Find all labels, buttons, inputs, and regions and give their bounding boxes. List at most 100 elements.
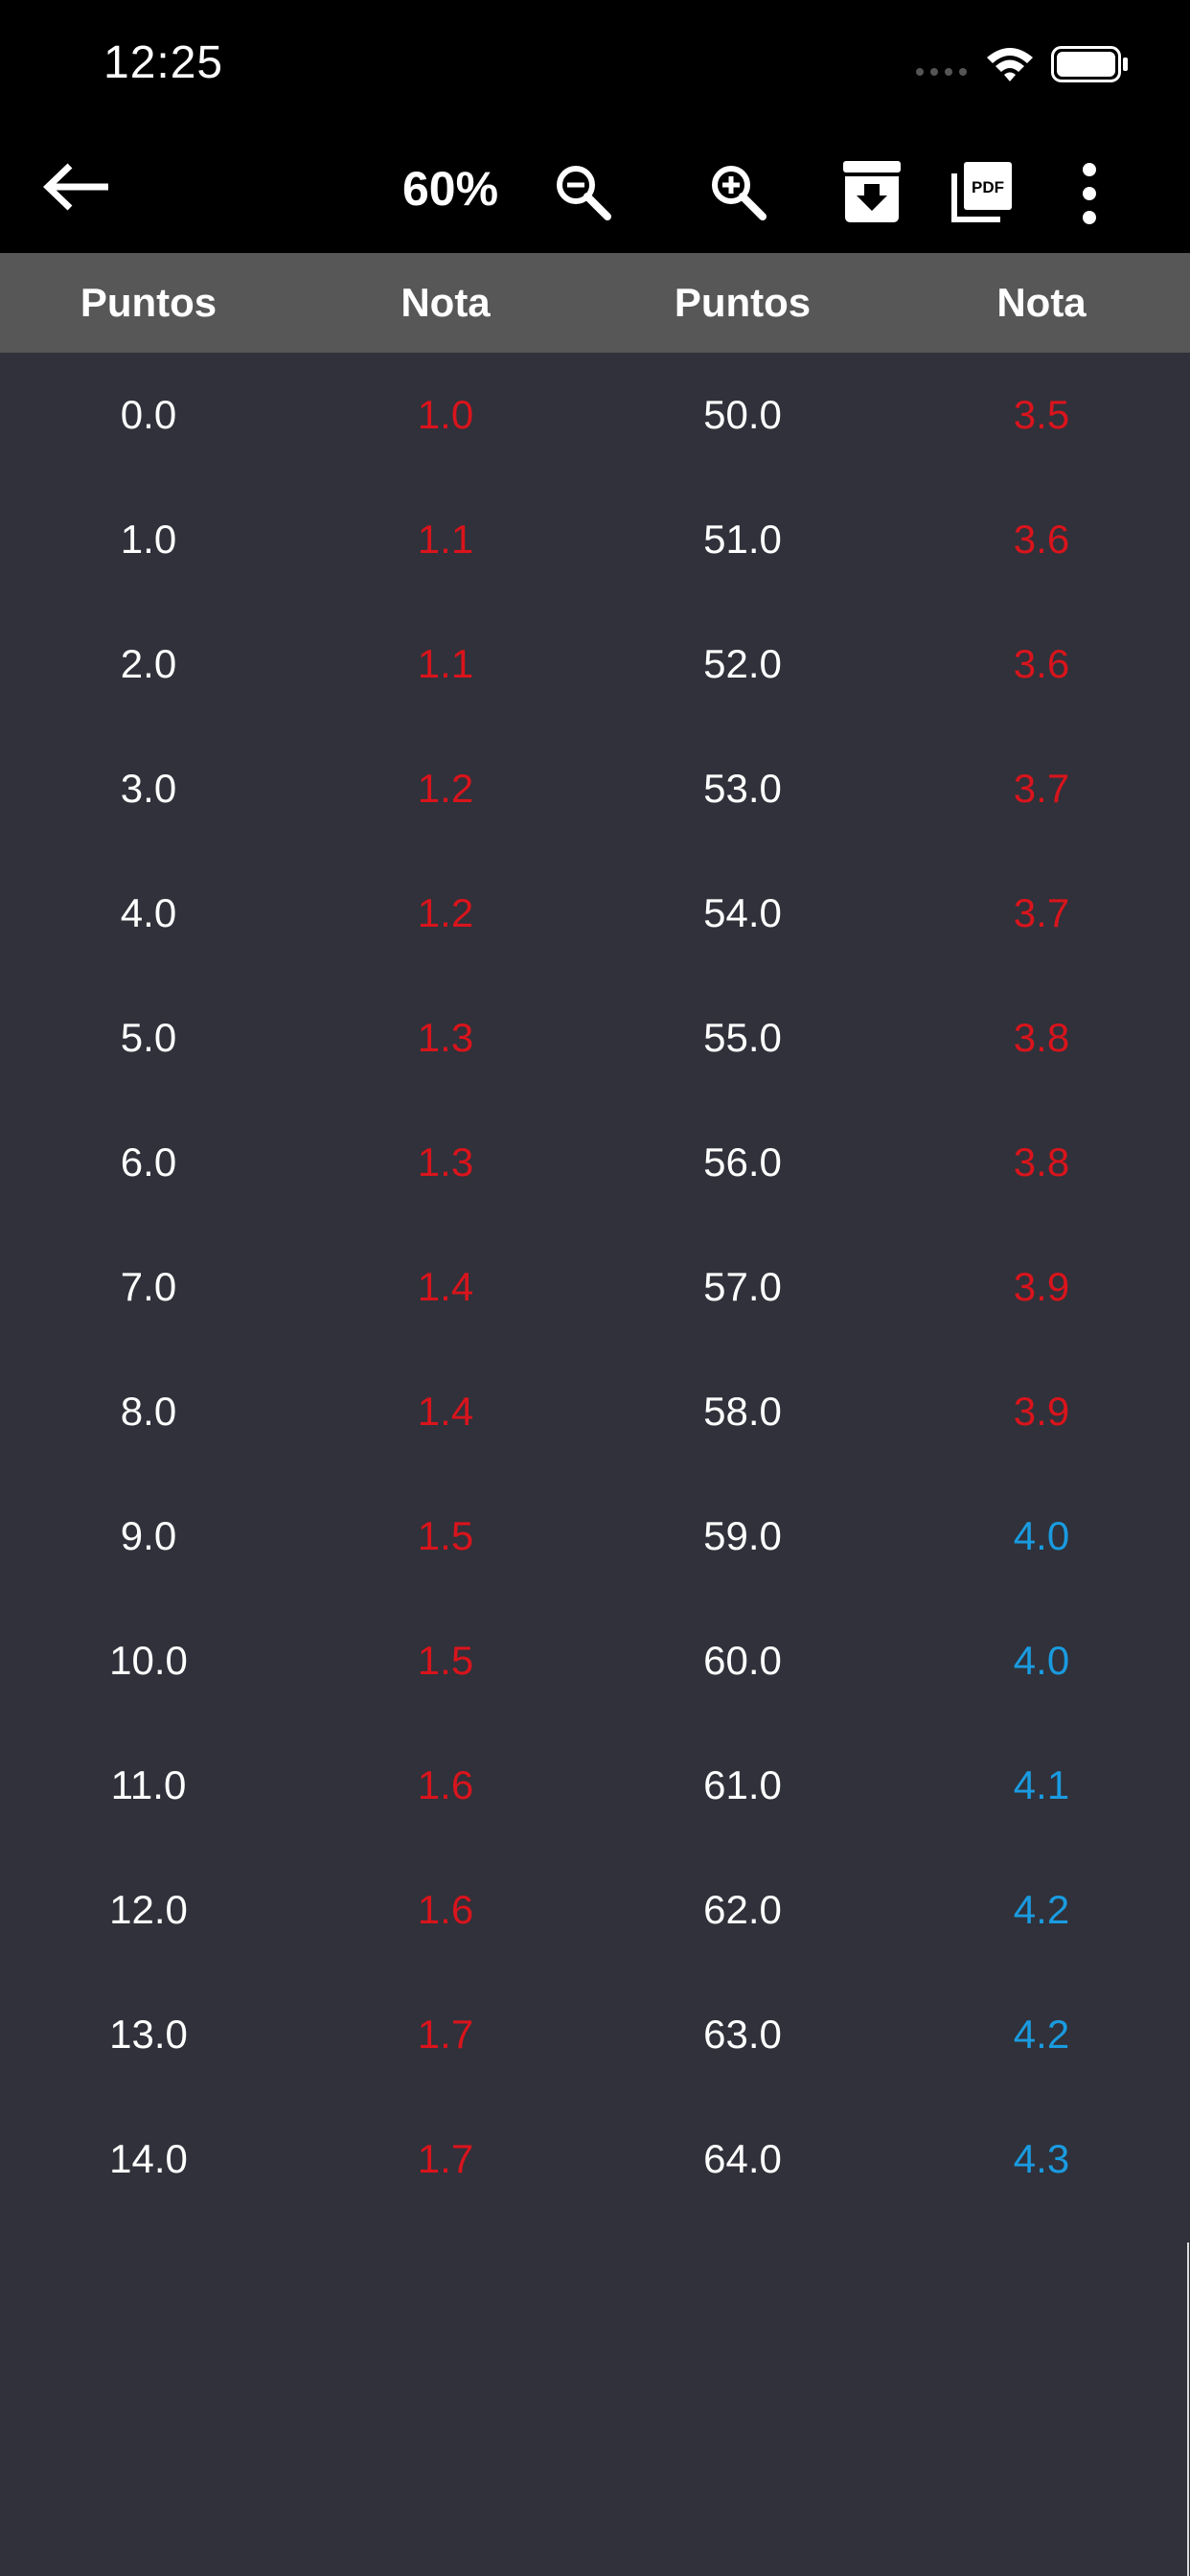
zoom-out-icon [557,166,611,220]
points-cell: 8.0 [120,1389,177,1434]
grade-cell: 1.2 [417,766,474,811]
grade-cell: 1.4 [417,1264,474,1309]
table-row: 6.0 1.3 56.0 3.8 [0,1100,1190,1225]
archive-download-icon [843,161,901,222]
points-cell: 53.0 [703,766,782,811]
status-time: 12:25 [103,37,224,88]
points-cell: 54.0 [703,890,782,935]
pdf-button[interactable]: PDF [944,153,1020,230]
points-cell: 60.0 [703,1638,782,1683]
table-header: Puntos Nota Puntos Nota [0,253,1190,353]
grade-cell: 1.5 [417,1513,474,1558]
wifi-icon [987,48,1033,81]
header-puntos: Puntos [80,280,217,325]
status-bar: 12:25 [0,0,1190,134]
points-cell: 61.0 [703,1762,782,1807]
points-cell: 51.0 [703,517,782,562]
points-cell: 57.0 [703,1264,782,1309]
grade-cell: 1.2 [417,890,474,935]
table-row: 10.0 1.5 60.0 4.0 [0,1598,1190,1723]
points-cell: 52.0 [703,641,782,686]
zoom-out-button[interactable] [546,155,619,228]
back-button[interactable] [34,144,121,230]
points-cell: 55.0 [703,1015,782,1060]
grade-cell: 1.3 [417,1015,474,1060]
table-row: 1.0 1.1 51.0 3.6 [0,477,1190,602]
grade-table: 0.0 1.0 50.0 3.5 1.0 1.1 51.0 3.6 2.0 1.1 52.0 3.6 3… [0,353,1190,2221]
table-row: 3.0 1.2 53.0 3.7 [0,726,1190,851]
grade-cell: 4.2 [1013,1887,1070,1932]
zoom-in-button[interactable] [701,155,774,228]
grade-cell: 3.9 [1013,1264,1070,1309]
points-cell: 5.0 [120,1015,177,1060]
table-row: 0.0 1.0 50.0 3.5 [0,353,1190,477]
toolbar: 60% PDF [0,134,1190,253]
grade-cell: 1.7 [417,2136,474,2181]
header-nota: Nota [400,280,491,325]
zoom-in-icon [712,166,767,220]
points-cell: 11.0 [110,1762,187,1807]
points-cell: 4.0 [120,890,177,935]
grade-cell: 3.6 [1013,517,1070,562]
points-cell: 50.0 [703,392,782,437]
grade-cell: 3.7 [1013,766,1070,811]
table-row: 8.0 1.4 58.0 3.9 [0,1349,1190,1474]
points-cell: 6.0 [120,1139,177,1184]
grade-cell: 3.8 [1013,1139,1070,1184]
pdf-icon: PDF [951,162,1012,222]
more-button[interactable] [1065,155,1113,232]
points-cell: 64.0 [703,2136,782,2181]
grade-cell: 3.5 [1013,392,1070,437]
header-puntos: Puntos [674,280,812,325]
table-row: 12.0 1.6 62.0 4.2 [0,1848,1190,1972]
table-row: 5.0 1.3 55.0 3.8 [0,976,1190,1100]
grade-cell: 3.9 [1013,1389,1070,1434]
battery-icon [1051,46,1128,82]
arrow-left-icon [43,163,108,211]
table-row: 11.0 1.6 61.0 4.1 [0,1723,1190,1848]
scrollbar[interactable] [1187,2242,1189,2576]
grade-cell: 1.0 [417,392,474,437]
more-vertical-icon [1083,163,1096,224]
grade-cell: 3.8 [1013,1015,1070,1060]
points-cell: 14.0 [109,2136,188,2181]
header-nota: Nota [996,280,1087,325]
points-cell: 56.0 [703,1139,782,1184]
grade-cell: 1.3 [417,1139,474,1184]
table-row: 4.0 1.2 54.0 3.7 [0,851,1190,976]
points-cell: 59.0 [703,1513,782,1558]
table-row: 13.0 1.7 63.0 4.2 [0,1972,1190,2097]
grade-cell: 1.1 [417,641,474,686]
points-cell: 0.0 [120,392,177,437]
points-cell: 63.0 [703,2012,782,2057]
table-row: 9.0 1.5 59.0 4.0 [0,1474,1190,1598]
points-cell: 3.0 [120,766,177,811]
zoom-level: 60% [402,162,499,216]
signal-icon [916,68,967,76]
grade-cell: 4.0 [1013,1638,1070,1683]
grade-cell: 1.4 [417,1389,474,1434]
points-cell: 58.0 [703,1389,782,1434]
svg-text:PDF: PDF [972,178,1004,196]
grade-cell: 4.1 [1013,1762,1070,1807]
points-cell: 7.0 [120,1264,177,1309]
points-cell: 10.0 [109,1638,188,1683]
grade-cell: 1.6 [417,1887,474,1932]
grade-cell: 4.0 [1013,1513,1070,1558]
grade-cell: 1.1 [417,517,474,562]
points-cell: 1.0 [120,517,177,562]
grade-cell: 1.6 [417,1762,474,1807]
download-button[interactable] [834,153,910,230]
points-cell: 12.0 [109,1887,188,1932]
table-row: 2.0 1.1 52.0 3.6 [0,602,1190,726]
points-cell: 13.0 [109,2012,188,2057]
grade-cell: 3.7 [1013,890,1070,935]
table-row: 7.0 1.4 57.0 3.9 [0,1225,1190,1349]
points-cell: 2.0 [120,641,177,686]
points-cell: 62.0 [703,1887,782,1932]
grade-cell: 4.3 [1013,2136,1070,2181]
grade-cell: 3.6 [1013,641,1070,686]
table-row: 14.0 1.7 64.0 4.3 [0,2097,1190,2221]
grade-cell: 4.2 [1013,2012,1070,2057]
grade-cell: 1.7 [417,2012,474,2057]
